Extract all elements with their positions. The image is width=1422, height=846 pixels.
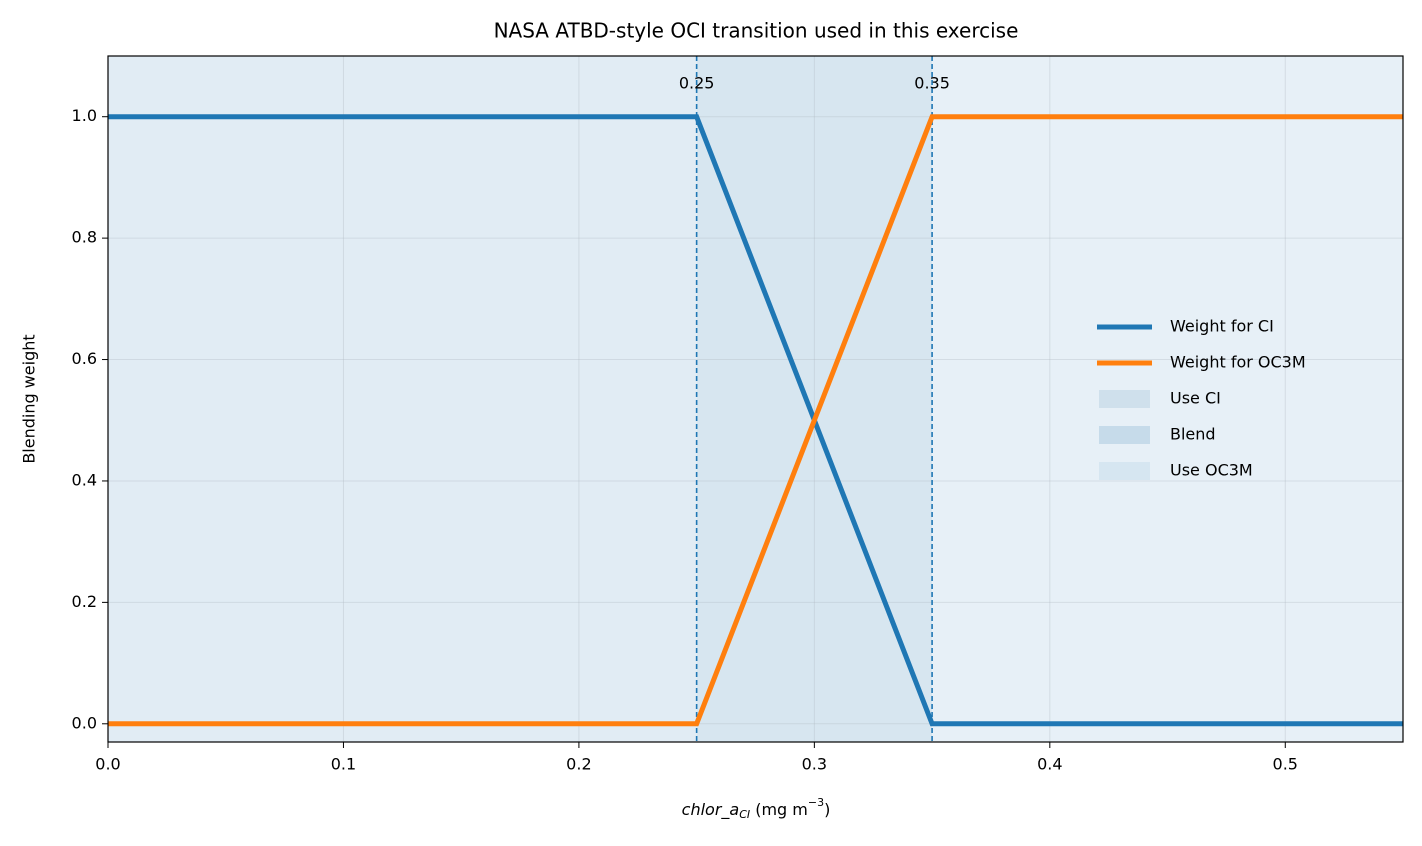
- x-axis-label: chlor_aCI (mg m−3): [682, 796, 831, 821]
- series-line: [108, 114, 1403, 727]
- x-axis-label-part: −3: [808, 796, 824, 809]
- threshold-label: 0.35: [914, 74, 950, 93]
- x-tick-label: 0.5: [1273, 755, 1298, 774]
- chart-title: NASA ATBD-style OCI transition used in t…: [494, 19, 1019, 43]
- legend-label: Use CI: [1170, 389, 1221, 408]
- plot-frame: [107, 55, 1404, 743]
- legend-label: Use OC3M: [1170, 461, 1253, 480]
- y-tick-label: 0.0: [72, 713, 97, 732]
- x-tick-label: 0.4: [1037, 755, 1062, 774]
- threshold-label: 0.25: [679, 74, 715, 93]
- x-axis-label-part: ): [824, 800, 830, 819]
- y-tick-label: 0.6: [72, 349, 97, 368]
- y-tick-label: 0.8: [72, 228, 97, 247]
- x-axis-label-part: chlor_a: [682, 800, 740, 820]
- legend-label: Blend: [1170, 425, 1216, 444]
- legend-patch: [1099, 390, 1150, 408]
- x-tick-label: 0.2: [566, 755, 591, 774]
- legend-patch: [1099, 426, 1150, 444]
- x-axis-label-part: CI: [739, 808, 750, 821]
- y-axis-label: Blending weight: [20, 334, 39, 463]
- x-tick-label: 0.0: [95, 755, 120, 774]
- y-tick-label: 1.0: [72, 106, 97, 125]
- x-axis-label-part: (mg m: [750, 800, 808, 819]
- x-tick-label: 0.1: [331, 755, 356, 774]
- span-region: [932, 56, 1403, 742]
- legend-label: Weight for CI: [1170, 317, 1274, 336]
- span-region: [108, 56, 697, 742]
- x-tick-label: 0.3: [802, 755, 827, 774]
- y-tick-label: 0.2: [72, 592, 97, 611]
- legend-label: Weight for OC3M: [1170, 353, 1306, 372]
- y-tick-label: 0.4: [72, 470, 97, 489]
- legend-patch: [1099, 462, 1150, 480]
